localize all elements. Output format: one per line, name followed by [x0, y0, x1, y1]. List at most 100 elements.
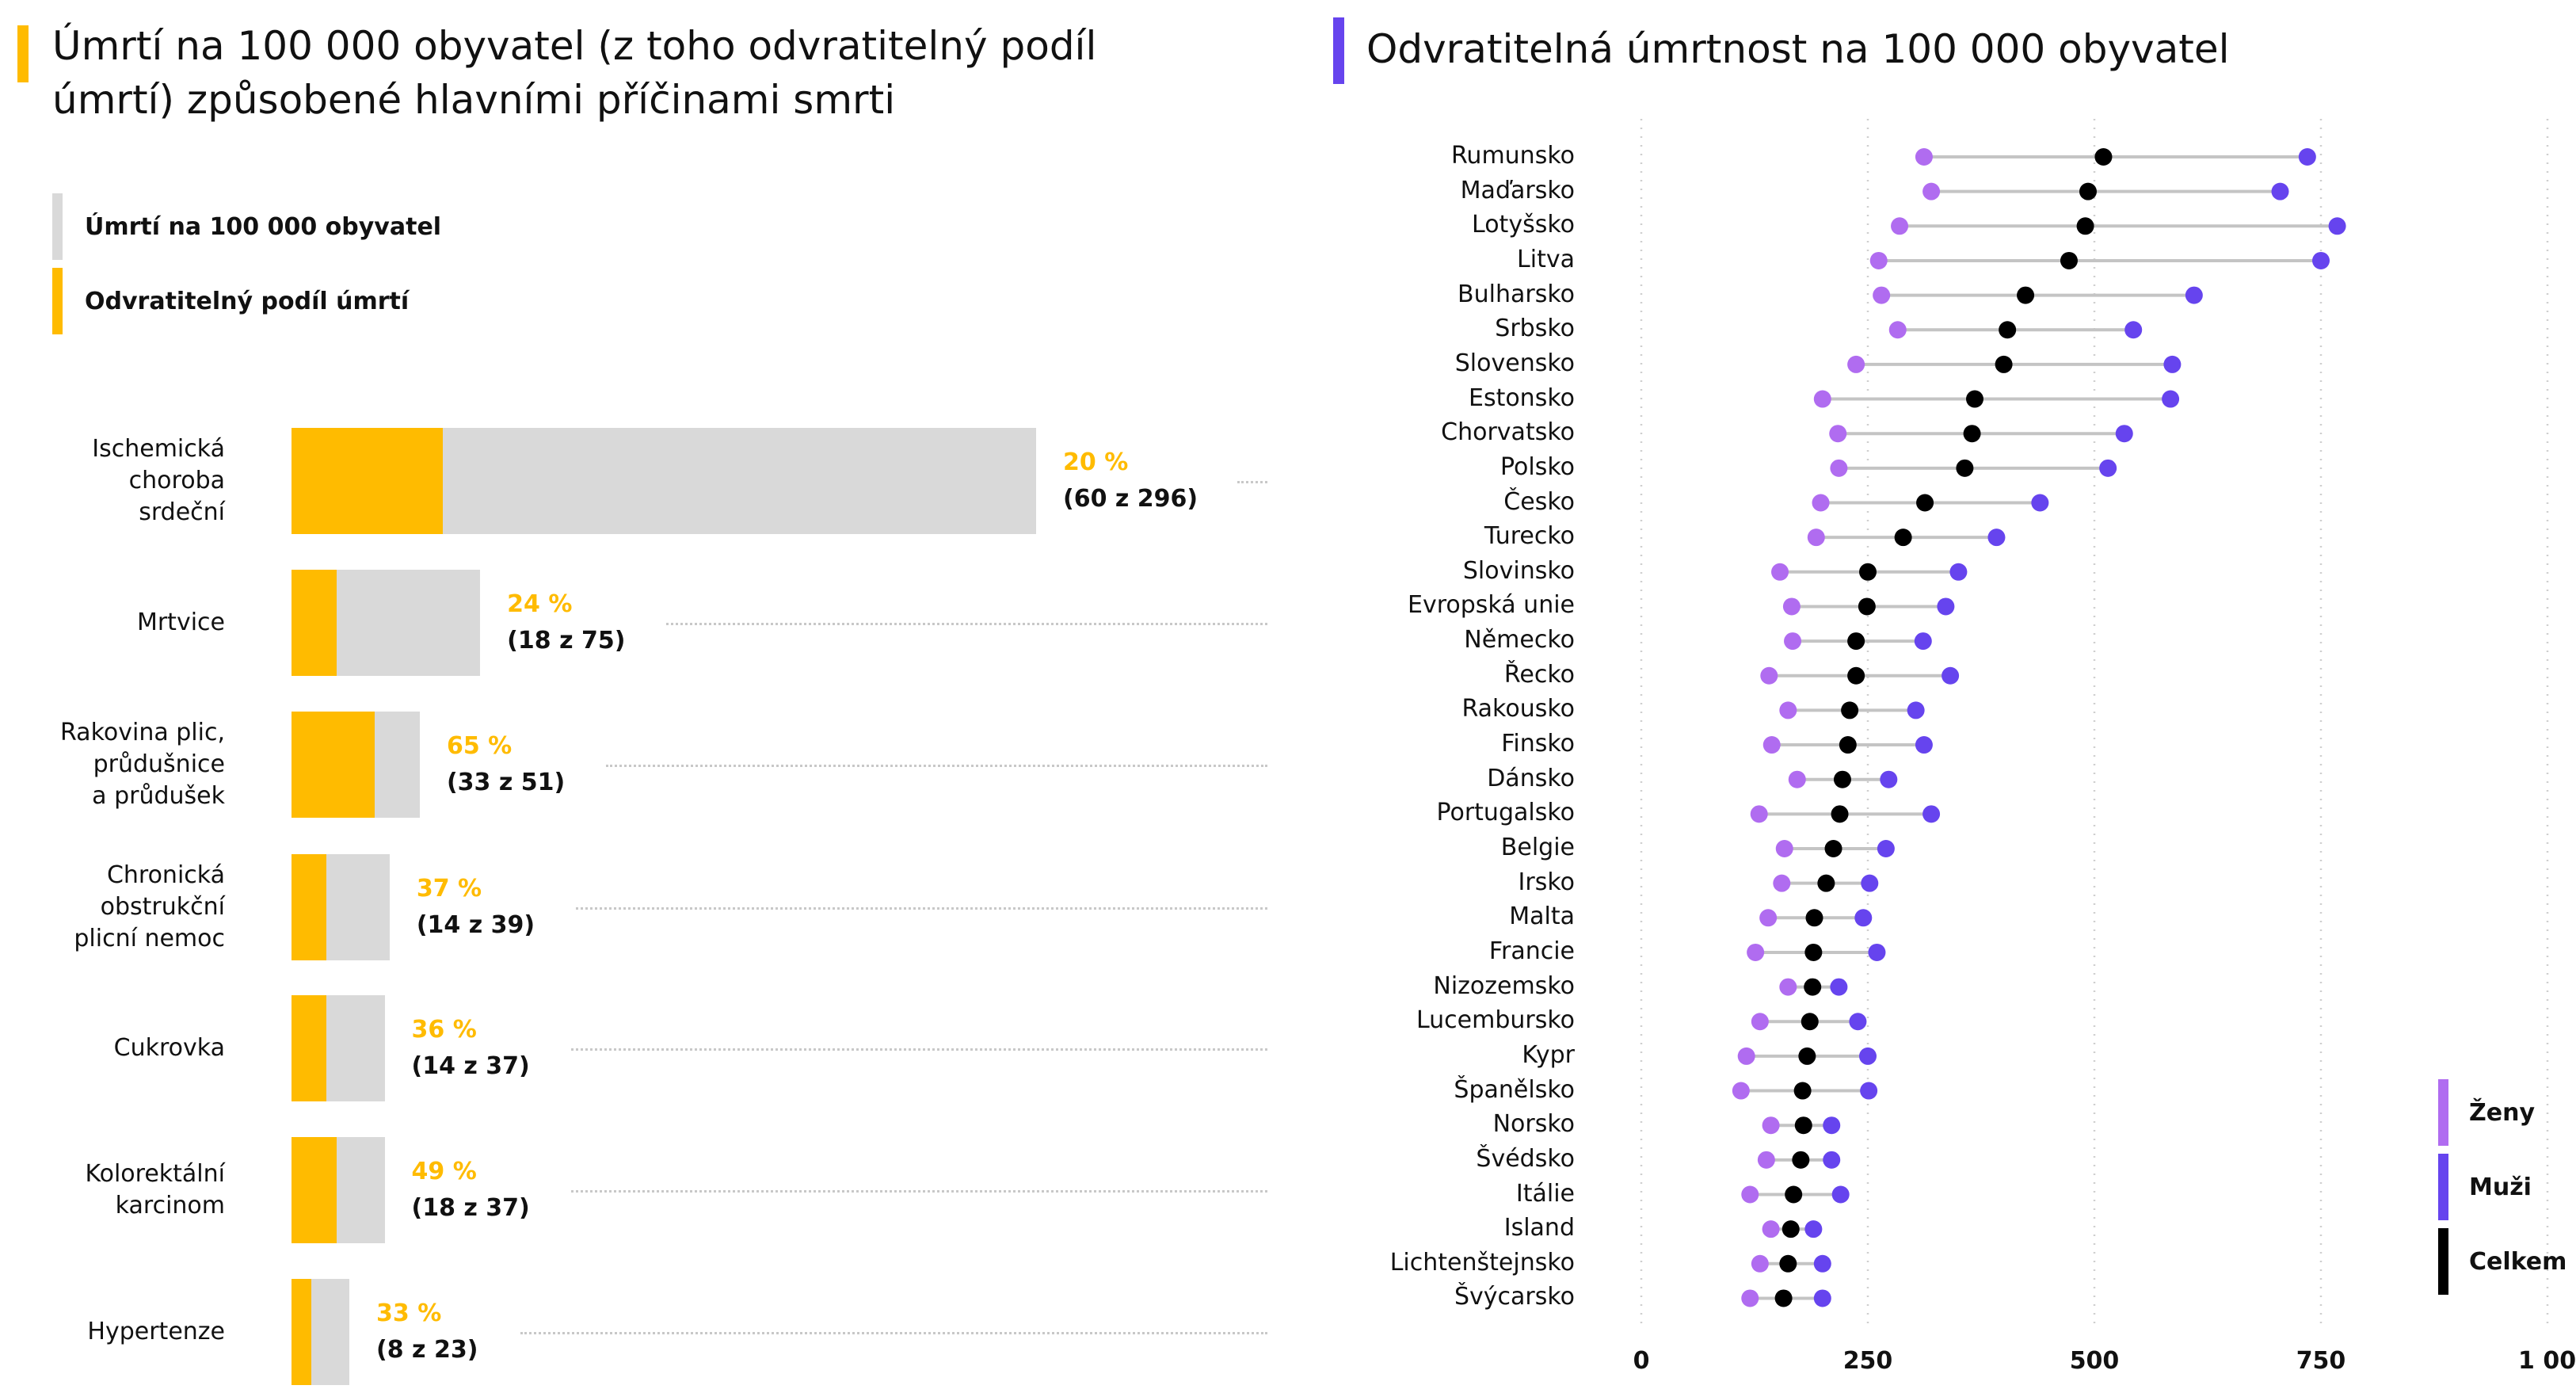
country-label: Německo [1464, 626, 1575, 655]
dot-total [1831, 805, 1849, 823]
dot-women [1760, 666, 1778, 685]
dot-women [1759, 909, 1778, 927]
percent-label: 49 % [411, 1158, 477, 1185]
leader-dotted-line [570, 1048, 1267, 1051]
country-label: Rumunsko [1450, 142, 1575, 170]
country-label: Švýcarsko [1454, 1283, 1575, 1311]
left-legend-avoidable: Odvratitelný podíl úmrtí [52, 268, 409, 334]
dot-men [2124, 321, 2143, 339]
dot-men [2099, 459, 2117, 477]
country-label: Portugalsko [1436, 799, 1575, 827]
dot-total [1792, 1151, 1810, 1169]
country-label: Česko [1503, 487, 1575, 516]
dot-total [2079, 182, 2097, 200]
fraction-label: (8 z 23) [376, 1336, 478, 1364]
dot-men [1823, 1116, 1841, 1135]
dot-men [1823, 1151, 1841, 1169]
dot-men [1949, 563, 1968, 581]
country-label: Kypr [1522, 1040, 1575, 1069]
dot-women [1922, 182, 1941, 200]
dot-men [1830, 978, 1848, 996]
dot-total [1839, 736, 1857, 754]
legend-swatch-total [52, 193, 63, 260]
fraction-label: (14 z 37) [411, 1052, 530, 1080]
x-tick-label: 500 [2069, 1347, 2120, 1375]
dot-men [1849, 1013, 1867, 1031]
country-label: Bulharsko [1458, 280, 1575, 308]
legend-total: Celkem [2438, 1228, 2566, 1295]
dot-women [1873, 286, 1891, 304]
country-label: Slovensko [1454, 349, 1575, 377]
dot-women [1888, 321, 1907, 339]
dot-men [2298, 148, 2316, 166]
legend-swatch-total-dot [2438, 1228, 2448, 1295]
category-label: Kolorektální karcinom [85, 1160, 225, 1219]
country-label: Evropská unie [1408, 591, 1575, 620]
legend-label-total: Úmrtí na 100 000 obyvatel [85, 212, 442, 241]
country-label: Řecko [1503, 660, 1575, 689]
bar-avoidable-deaths [292, 428, 443, 534]
dot-men [1987, 529, 2006, 547]
dot-men [2271, 182, 2289, 200]
dot-women [1830, 459, 1848, 477]
dot-men [1915, 736, 1933, 754]
country-label: Maďarsko [1460, 176, 1575, 204]
country-label: Rakousko [1461, 695, 1575, 723]
dot-men [1877, 840, 1895, 857]
dot-total [1847, 666, 1865, 685]
dot-women [1771, 563, 1789, 581]
dot-men [1804, 1220, 1823, 1238]
dot-total [2060, 251, 2078, 269]
legend-label-avoidable: Odvratitelný podíl úmrtí [85, 287, 410, 315]
dot-women [1779, 701, 1797, 719]
percent-label: 65 % [446, 732, 513, 760]
dot-total [1774, 1289, 1793, 1307]
country-label: Srbsko [1495, 315, 1575, 343]
country-label: Itálie [1515, 1179, 1575, 1208]
dot-women [1891, 217, 1909, 235]
legend-swatch-men [2438, 1154, 2448, 1220]
dot-women [1737, 1047, 1755, 1065]
dot-men [2328, 217, 2346, 235]
dot-total [1804, 978, 1822, 996]
dot-men [2312, 251, 2330, 269]
dot-women [1788, 770, 1806, 788]
dot-women [1869, 251, 1888, 269]
country-label: Francie [1488, 937, 1575, 965]
dot-men [2162, 390, 2180, 408]
bar-avoidable-deaths [292, 570, 337, 676]
dot-total [1833, 770, 1851, 788]
dot-women [1782, 597, 1801, 616]
bar-avoidable-deaths [292, 854, 327, 960]
dot-total [1793, 1082, 1812, 1100]
bar-avoidable-deaths [292, 995, 327, 1101]
leader-dotted-line [575, 907, 1267, 910]
country-label: Malta [1509, 903, 1575, 931]
dot-men [1860, 1082, 1878, 1100]
country-label: Dánsko [1487, 764, 1575, 792]
country-label: Finsko [1501, 730, 1575, 758]
country-label: Lichtenštejnsko [1389, 1248, 1575, 1277]
dot-women [1812, 494, 1830, 512]
dot-men [2115, 425, 2133, 443]
dot-men [1937, 597, 1955, 616]
left-chart-title: Úmrtí na 100 000 obyvatel (z toho odvrat… [52, 19, 1096, 127]
dot-women [1751, 1254, 1769, 1273]
dot-women [1807, 529, 1825, 547]
dot-women [1847, 355, 1865, 373]
fraction-label: (18 z 37) [411, 1194, 530, 1222]
fraction-label: (33 z 51) [446, 769, 566, 796]
dot-total [1963, 425, 1981, 443]
dot-women [1762, 1116, 1780, 1135]
dot-men [1861, 874, 1879, 892]
dot-women [1747, 943, 1765, 961]
country-label: Irsko [1518, 868, 1575, 896]
fraction-label: (18 z 75) [507, 627, 626, 655]
country-label: Litva [1517, 245, 1575, 273]
dot-women [1779, 978, 1797, 996]
dot-women [1750, 805, 1768, 823]
right-title-accent [1333, 17, 1344, 84]
leader-dotted-line [1237, 481, 1267, 483]
country-label: Polsko [1500, 452, 1575, 481]
